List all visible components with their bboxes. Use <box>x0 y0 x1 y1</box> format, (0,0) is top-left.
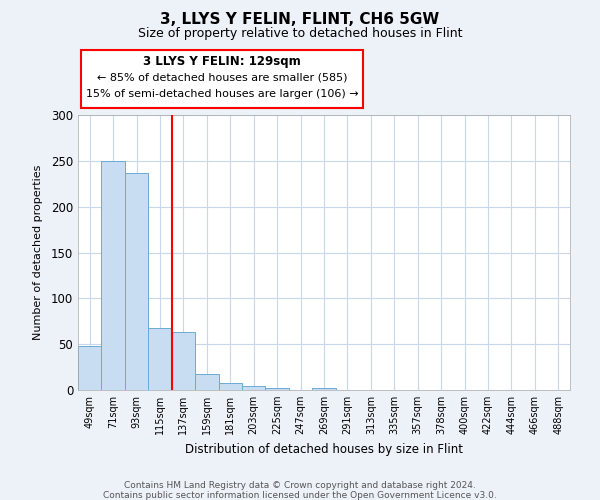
Bar <box>78 346 101 390</box>
Text: ← 85% of detached houses are smaller (585): ← 85% of detached houses are smaller (58… <box>97 72 347 83</box>
Text: Size of property relative to detached houses in Flint: Size of property relative to detached ho… <box>138 28 462 40</box>
Bar <box>242 386 265 390</box>
Bar <box>101 161 125 390</box>
Bar <box>125 173 148 390</box>
Text: 15% of semi-detached houses are larger (106) →: 15% of semi-detached houses are larger (… <box>86 89 358 99</box>
Bar <box>218 382 242 390</box>
Text: 3 LLYS Y FELIN: 129sqm: 3 LLYS Y FELIN: 129sqm <box>143 55 301 68</box>
Bar <box>148 328 172 390</box>
Bar <box>312 388 336 390</box>
Y-axis label: Number of detached properties: Number of detached properties <box>32 165 43 340</box>
Bar <box>265 388 289 390</box>
Text: 3, LLYS Y FELIN, FLINT, CH6 5GW: 3, LLYS Y FELIN, FLINT, CH6 5GW <box>160 12 440 28</box>
Bar <box>172 332 195 390</box>
Text: Contains HM Land Registry data © Crown copyright and database right 2024.: Contains HM Land Registry data © Crown c… <box>124 481 476 490</box>
X-axis label: Distribution of detached houses by size in Flint: Distribution of detached houses by size … <box>185 442 463 456</box>
Bar <box>195 374 218 390</box>
Text: Contains public sector information licensed under the Open Government Licence v3: Contains public sector information licen… <box>103 491 497 500</box>
